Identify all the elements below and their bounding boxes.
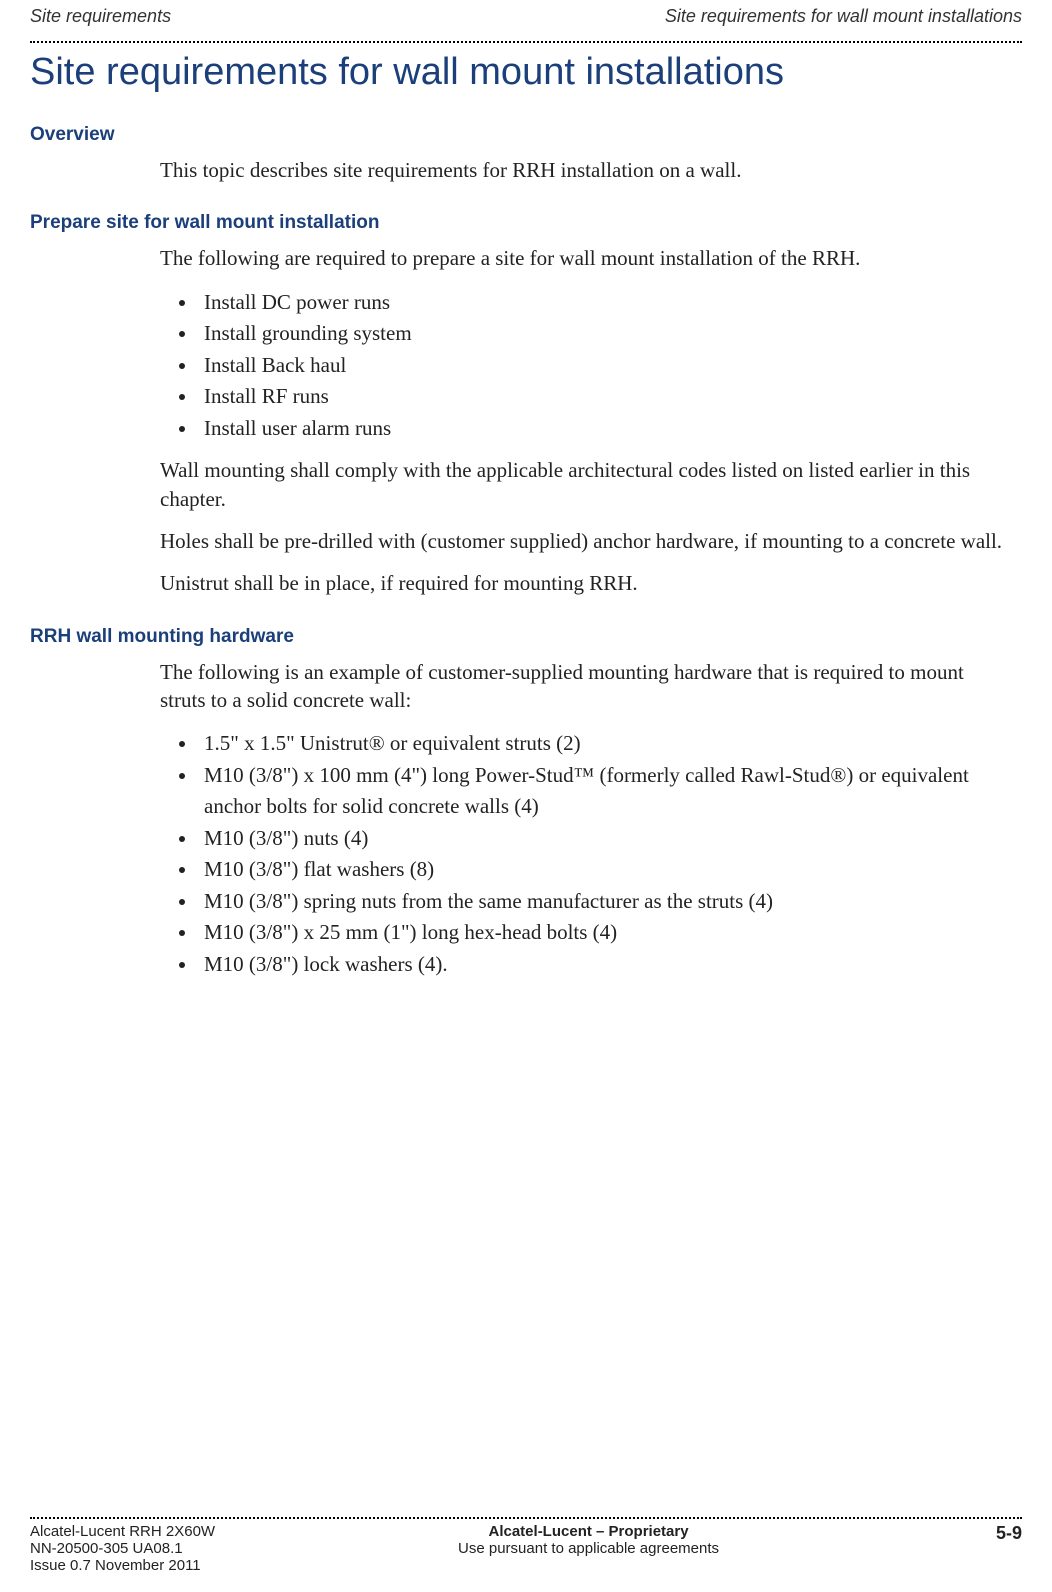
footer-center-line2: Use pursuant to applicable agreements [215,1540,962,1557]
list-item: M10 (3/8") nuts (4) [198,823,1012,855]
list-item: M10 (3/8") x 25 mm (1") long hex-head bo… [198,917,1012,949]
prepare-para-1: Wall mounting shall comply with the appl… [160,456,1012,513]
list-item: Install Back haul [198,350,1012,382]
hardware-intro: The following is an example of customer-… [160,658,1012,715]
list-item: 1.5" x 1.5" Unistrut® or equivalent stru… [198,728,1012,760]
overview-paragraph: This topic describes site requirements f… [160,156,1012,184]
list-item: Install user alarm runs [198,413,1012,445]
footer-left-line3: Issue 0.7 November 2011 [30,1557,215,1574]
running-head-right: Site requirements for wall mount install… [665,6,1022,27]
footer-center-line1: Alcatel-Lucent – Proprietary [489,1523,689,1540]
list-item: M10 (3/8") x 100 mm (4") long Power-Stud… [198,760,1012,823]
section-heading-hardware: RRH wall mounting hardware [30,626,1022,648]
prepare-list: Install DC power runs Install grounding … [160,287,1012,445]
prepare-para-3: Unistrut shall be in place, if required … [160,569,1012,597]
page-title: Site requirements for wall mount install… [30,51,1022,94]
hardware-list: 1.5" x 1.5" Unistrut® or equivalent stru… [160,728,1012,980]
list-item: M10 (3/8") spring nuts from the same man… [198,886,1012,918]
footer-rule [30,1517,1022,1519]
list-item: Install grounding system [198,318,1012,350]
list-item: M10 (3/8") lock washers (4). [198,949,1012,981]
prepare-para-2: Holes shall be pre-drilled with (custome… [160,527,1012,555]
top-rule [30,41,1022,43]
list-item: Install DC power runs [198,287,1012,319]
page-footer: Alcatel-Lucent RRH 2X60W NN-20500-305 UA… [30,1517,1022,1574]
list-item: Install RF runs [198,381,1012,413]
section-heading-prepare: Prepare site for wall mount installation [30,212,1022,234]
page-number: 5-9 [962,1523,1022,1574]
footer-left-line1: Alcatel-Lucent RRH 2X60W [30,1523,215,1540]
section-heading-overview: Overview [30,124,1022,146]
running-head-left: Site requirements [30,6,171,27]
footer-left-line2: NN-20500-305 UA08.1 [30,1540,215,1557]
prepare-intro: The following are required to prepare a … [160,244,1012,272]
list-item: M10 (3/8") flat washers (8) [198,854,1012,886]
